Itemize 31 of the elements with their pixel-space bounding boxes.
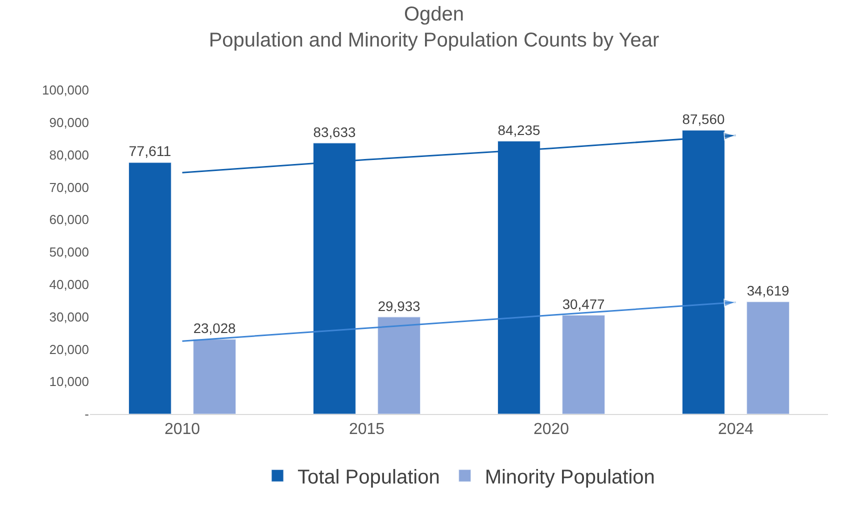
x-tick-label: 2024	[718, 421, 754, 438]
data-label: 77,611	[128, 144, 172, 160]
y-tick-label: 40,000	[49, 276, 89, 292]
y-tick-label: 20,000	[49, 342, 89, 357]
x-tick-label: 2010	[164, 421, 200, 438]
y-tick-label: -	[84, 406, 89, 422]
y-tick-label: 50,000	[49, 244, 89, 260]
data-label: 23,028	[193, 320, 236, 336]
bar	[193, 339, 236, 414]
y-tick-label: 100,000	[42, 82, 89, 98]
bar	[378, 316, 421, 414]
y-tick-label: 30,000	[49, 309, 89, 324]
y-tick-label: 90,000	[49, 114, 89, 130]
y-tick-label: 10,000	[49, 374, 89, 390]
bar	[128, 162, 172, 414]
chart-title: Ogden Population and Minority Population Counts by Year	[208, 3, 660, 52]
data-label: 34,619	[746, 282, 790, 299]
data-label: 87,560	[682, 111, 725, 128]
x-tick-label: 2020	[533, 421, 570, 438]
bar	[746, 302, 790, 414]
y-tick-label: 80,000	[49, 147, 89, 162]
data-label: 30,477	[562, 296, 606, 312]
bar	[562, 315, 606, 414]
y-tick-label: 60,000	[49, 212, 89, 228]
legend-label: Total Population	[298, 466, 440, 488]
x-tick-label: 2015	[348, 421, 385, 438]
data-label: 83,633	[313, 124, 356, 140]
data-label: 29,933	[378, 298, 421, 314]
data-label: 84,235	[498, 122, 540, 138]
y-tick-label: 70,000	[49, 180, 89, 195]
legend-label: Minority Population	[484, 466, 655, 488]
